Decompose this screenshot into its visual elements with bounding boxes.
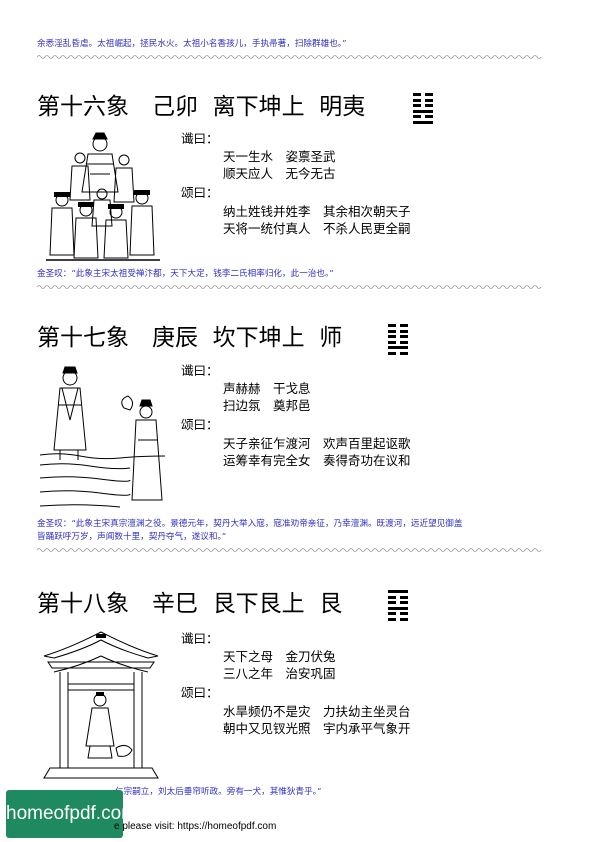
top-comment: 余悉淫乱昏虐。太祖崛起，拯民水火。太祖小名香孩儿，手执帚著，扫除群雄也。” [37, 39, 347, 49]
song-label: 颂曰： [181, 185, 219, 200]
chen-line: 声赫赫 干戈息 [223, 381, 311, 396]
hexagram-icon [413, 93, 433, 127]
chen-label: 谶曰： [181, 631, 219, 646]
song-line: 天子亲征乍渡河 欢声百里起讴歌 [223, 436, 411, 451]
site-logo[interactable]: homeofpdf.com [6, 790, 137, 838]
hexagram-line [413, 115, 433, 119]
hexagram-line [388, 612, 408, 616]
commentary: 皆踊跃呼万岁，声闻数十里，契丹夺气，遂议和。” [37, 532, 227, 542]
chen-line: 扫边氛 奠邦邑 [223, 398, 311, 413]
song-line: 朝中又见钗光照 宇内承平气象开 [223, 721, 411, 736]
hexagram-line [388, 324, 408, 327]
hexagram-line [413, 98, 433, 102]
commentary: 金圣叹：“此象主宋太祖受禅汴都，天下大定，钱李二氏相率归化，此一治也。” [37, 269, 334, 279]
divider [37, 285, 542, 289]
chen-label: 谶曰： [181, 131, 219, 146]
hexagram-line [388, 606, 408, 610]
song-label: 颂曰： [181, 417, 219, 432]
hexagram-line [388, 601, 408, 605]
footer-link-text[interactable]: e please visit: https://homeofpdf.com [114, 821, 277, 832]
song-line: 运筹幸有完全女 奏得奇功在议和 [223, 453, 411, 468]
song-line: 纳土姓钱并姓李 其余相次朝天子 [223, 204, 411, 219]
hexagram-icon [388, 590, 408, 624]
divider [37, 548, 542, 552]
hexagram-line [388, 351, 408, 355]
hexagram-line [413, 104, 433, 108]
song-label: 颂曰： [181, 685, 219, 700]
illustration-river-crossing [40, 366, 165, 508]
hexagram-line [413, 120, 433, 124]
section-heading: 第十七象 庚辰 坎下坤上 师 [37, 325, 343, 351]
chen-line: 顺天应人 无今无古 [223, 166, 336, 181]
hexagram-line [388, 340, 408, 344]
hexagram-line [413, 109, 433, 113]
commentary: 仁宗嗣立，刘太后垂帘听政。旁有一犬，其惟狄青乎。” [115, 787, 322, 797]
hexagram-line [388, 590, 408, 593]
hexagram-icon [388, 324, 408, 358]
song-line: 水旱频仍不是灾 力扶幼主坐灵台 [223, 704, 411, 719]
divider [37, 55, 542, 59]
hexagram-line [388, 346, 408, 350]
hexagram-line [388, 329, 408, 333]
chen-label: 谶曰： [181, 363, 219, 378]
song-line: 天将一统付真人 不杀人民更全嗣 [223, 221, 411, 236]
illustration-emperor-crowd [46, 132, 160, 261]
commentary: 金圣叹：“此象主宋真宗澶渊之役。景德元年，契丹大举入寇，寇准劝帝亲征，乃幸澶渊。… [37, 519, 463, 529]
hexagram-line [388, 595, 408, 599]
chen-line: 天一生水 姿禀圣武 [223, 149, 336, 164]
hexagram-line [388, 335, 408, 339]
hexagram-line [413, 93, 433, 96]
hexagram-line [388, 617, 408, 621]
section-heading: 第十八象 辛巳 艮下艮上 艮 [37, 591, 343, 617]
section-heading: 第十六象 己卯 离下坤上 明夷 [37, 94, 366, 120]
chen-line: 三八之年 治安巩固 [223, 666, 336, 681]
chen-line: 天下之母 金刀伏兔 [223, 649, 336, 664]
illustration-pavilion [43, 631, 159, 779]
